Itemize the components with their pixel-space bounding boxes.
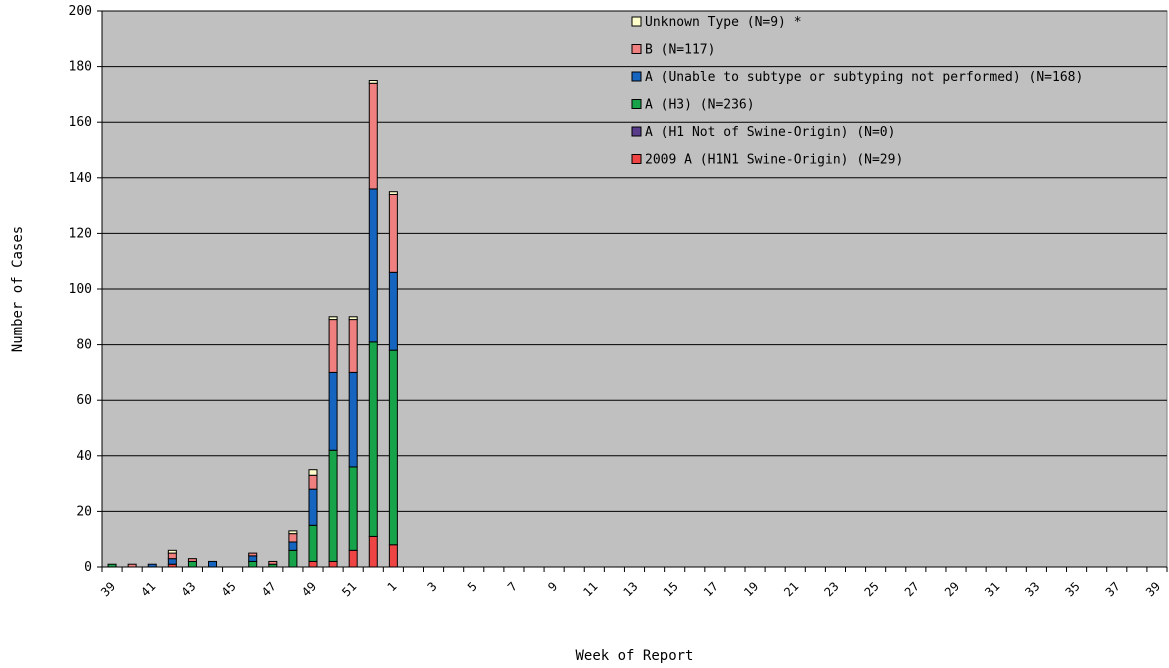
x-tick-label: 19 [741, 579, 761, 599]
bar-segment [368, 80, 378, 84]
x-tick-label: 39 [98, 579, 118, 599]
y-tick-label: 120 [69, 226, 92, 241]
x-tick-label: 39 [1143, 579, 1163, 599]
x-tick-label: 3 [425, 579, 440, 594]
y-tick-label: 100 [69, 282, 92, 297]
bar-segment [187, 560, 197, 568]
bar-segment [187, 558, 197, 562]
x-tick-label: 11 [580, 579, 600, 599]
x-axis-label: Week of Report [575, 648, 693, 664]
x-tick-label: 13 [621, 579, 641, 599]
legend: Unknown Type (N=9) * B (N=117) A (Unable t… [631, 15, 1083, 168]
x-tick-label: 35 [1063, 579, 1083, 599]
legend-swatch [631, 16, 642, 27]
y-tick-label: 180 [69, 60, 92, 75]
x-tick-label: 25 [862, 579, 882, 599]
x-tick-label: 17 [701, 579, 721, 599]
y-tick-label: 80 [76, 338, 92, 353]
x-axis: 39 41 43 45 47 49 51 1 3 5 7 9 11 13 15 17 19 21 23 25 27 29 3… [98, 566, 1168, 599]
bar-segment [348, 549, 358, 568]
bars [107, 80, 398, 568]
x-tick-label: 15 [661, 579, 681, 599]
x-tick-label: 47 [259, 579, 279, 599]
bar-segment [328, 449, 338, 562]
x-tick-label: 1 [384, 579, 399, 594]
bar-segment [368, 535, 378, 568]
bar-segment [328, 319, 338, 373]
legend-label: 2009 A (H1N1 Swine-Origin) (N=29) [645, 153, 903, 168]
x-tick-label: 23 [821, 579, 841, 599]
x-tick-label: 27 [902, 579, 922, 599]
x-tick-label: 45 [219, 579, 239, 599]
x-tick-label: 21 [781, 579, 801, 599]
y-axis: 0 20 40 60 80 100 120 140 160 180 200 [69, 4, 103, 575]
x-tick-label: 33 [1022, 579, 1042, 599]
bar-segment [167, 552, 177, 560]
y-tick-label: 140 [69, 171, 92, 186]
bar-segment [308, 560, 318, 568]
y-tick-label: 200 [69, 4, 92, 19]
y-tick-label: 160 [69, 115, 92, 130]
bar-segment [167, 549, 177, 554]
bar-segment [388, 349, 398, 546]
legend-swatch [631, 99, 642, 109]
x-tick-label: 43 [178, 579, 198, 599]
bar-segment [348, 316, 358, 321]
bar-segment [388, 191, 398, 195]
bar-segment [308, 469, 318, 476]
legend-swatch [631, 154, 642, 164]
x-tick-label: 49 [299, 579, 319, 599]
bar-segment [288, 541, 298, 551]
bar-segment [388, 544, 398, 568]
x-tick-label: 37 [1103, 579, 1123, 599]
bar-segment [348, 466, 358, 551]
bar-segment [328, 371, 338, 451]
bar-segment [348, 371, 358, 468]
legend-swatch [631, 71, 642, 82]
bar-segment [388, 193, 398, 273]
legend-label: B (N=117) [645, 43, 715, 58]
bar-segment [328, 560, 338, 568]
y-tick-label: 0 [84, 560, 92, 575]
legend-swatch [631, 44, 642, 54]
y-axis-label: Number of Cases [10, 226, 26, 352]
legend-label: A (Unable to subtype or subtyping not pe… [645, 70, 1083, 85]
bar-segment [248, 555, 258, 562]
y-tick-label: 20 [76, 504, 92, 519]
bar-segment [308, 524, 318, 562]
bar-segment [288, 530, 298, 535]
bar-segment [288, 533, 298, 543]
bar-segment [288, 549, 298, 568]
bar-segment [328, 316, 338, 321]
bar-segment [368, 341, 378, 537]
x-tick-label: 41 [138, 579, 158, 599]
bar-segment [208, 560, 218, 568]
y-tick-label: 60 [76, 393, 92, 408]
bar-segment [268, 560, 278, 565]
legend-swatch [631, 126, 642, 137]
legend-label: Unknown Type (N=9) * [645, 15, 802, 30]
x-tick-label: 51 [339, 579, 359, 599]
legend-label: A (H1 Not of Swine-Origin) (N=0) [645, 125, 895, 140]
x-tick-label: 31 [982, 579, 1002, 599]
y-tick-label: 40 [76, 449, 92, 464]
bar-segment [167, 558, 177, 565]
bar-segment [368, 82, 378, 190]
x-tick-label: 9 [545, 579, 560, 594]
bar-segment [248, 552, 258, 557]
x-tick-label: 29 [942, 579, 962, 599]
bar-segment [388, 271, 398, 351]
bar-segment [308, 488, 318, 526]
x-tick-label: 5 [465, 579, 480, 594]
bar-segment [348, 319, 358, 373]
bar-segment [248, 560, 258, 568]
x-tick-label: 7 [505, 579, 520, 594]
bar-segment [308, 474, 318, 490]
bar-segment [368, 188, 378, 343]
legend-label: A (H3) (N=236) [645, 98, 755, 113]
